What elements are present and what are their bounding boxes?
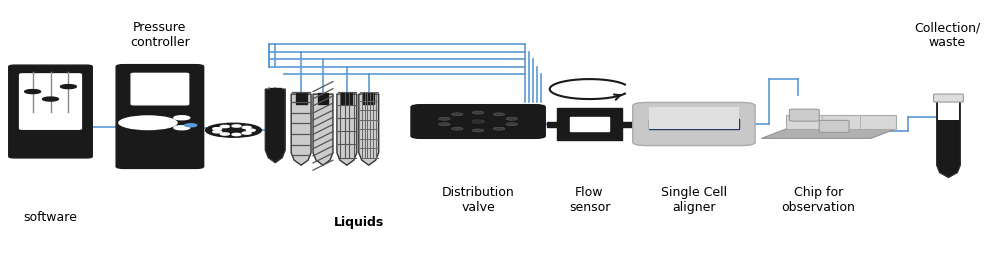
FancyBboxPatch shape	[622, 122, 632, 127]
Text: Distribution
valve: Distribution valve	[442, 185, 514, 213]
Text: software: software	[24, 210, 77, 223]
FancyBboxPatch shape	[938, 100, 959, 121]
FancyBboxPatch shape	[131, 74, 189, 105]
Text: Flow
sensor: Flow sensor	[569, 185, 610, 213]
FancyBboxPatch shape	[649, 108, 739, 119]
FancyBboxPatch shape	[411, 105, 545, 139]
Circle shape	[220, 133, 229, 136]
Circle shape	[232, 134, 241, 136]
Circle shape	[43, 98, 58, 102]
FancyBboxPatch shape	[341, 93, 352, 105]
FancyBboxPatch shape	[296, 93, 307, 105]
Polygon shape	[937, 96, 960, 178]
Circle shape	[220, 126, 229, 128]
FancyBboxPatch shape	[649, 119, 739, 130]
Polygon shape	[359, 95, 379, 166]
FancyBboxPatch shape	[18, 121, 83, 133]
Text: Liquids: Liquids	[334, 215, 384, 228]
Circle shape	[452, 128, 463, 131]
Polygon shape	[291, 95, 311, 166]
Text: Single Cell
aligner: Single Cell aligner	[661, 185, 727, 213]
Polygon shape	[786, 116, 896, 129]
Circle shape	[206, 124, 261, 138]
Circle shape	[452, 114, 463, 116]
FancyBboxPatch shape	[819, 121, 849, 133]
Text: Chip for
observation: Chip for observation	[781, 185, 855, 213]
Circle shape	[506, 118, 518, 121]
FancyBboxPatch shape	[649, 119, 739, 130]
FancyBboxPatch shape	[363, 93, 374, 105]
FancyBboxPatch shape	[270, 88, 281, 100]
Circle shape	[472, 112, 484, 115]
FancyBboxPatch shape	[20, 75, 81, 130]
Circle shape	[493, 128, 505, 131]
FancyBboxPatch shape	[789, 110, 819, 122]
Circle shape	[246, 130, 255, 132]
Polygon shape	[337, 95, 357, 166]
Circle shape	[472, 130, 484, 132]
Polygon shape	[762, 129, 896, 139]
Circle shape	[213, 131, 222, 133]
Circle shape	[506, 123, 518, 126]
FancyBboxPatch shape	[557, 109, 622, 140]
Circle shape	[174, 116, 190, 120]
Text: Pressure
controller: Pressure controller	[130, 21, 190, 49]
Circle shape	[174, 126, 190, 130]
Circle shape	[493, 114, 505, 116]
Text: Collection/
waste: Collection/ waste	[914, 21, 981, 49]
Circle shape	[242, 127, 251, 129]
FancyBboxPatch shape	[267, 69, 283, 87]
Circle shape	[439, 118, 450, 121]
Circle shape	[60, 85, 76, 89]
FancyBboxPatch shape	[570, 118, 609, 132]
Circle shape	[25, 90, 41, 94]
Circle shape	[185, 124, 197, 127]
FancyBboxPatch shape	[934, 95, 963, 103]
Circle shape	[213, 128, 222, 130]
Circle shape	[472, 120, 484, 124]
Circle shape	[242, 132, 251, 135]
Circle shape	[118, 116, 178, 131]
FancyBboxPatch shape	[116, 65, 204, 169]
Circle shape	[232, 125, 241, 128]
FancyBboxPatch shape	[547, 122, 557, 127]
FancyBboxPatch shape	[9, 66, 92, 158]
FancyBboxPatch shape	[318, 93, 328, 105]
Circle shape	[439, 123, 450, 126]
FancyBboxPatch shape	[633, 103, 755, 146]
Polygon shape	[313, 95, 333, 166]
Polygon shape	[265, 90, 285, 163]
